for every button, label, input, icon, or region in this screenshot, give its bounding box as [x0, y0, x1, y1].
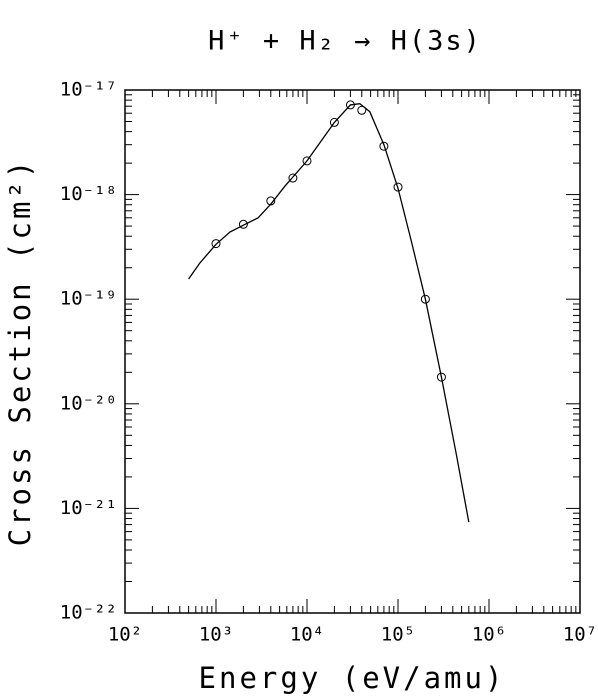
x-tick-label: 10⁷	[563, 624, 597, 646]
y-tick-label: 10⁻¹⁸	[60, 183, 117, 205]
y-tick-label: 10⁻¹⁹	[60, 288, 117, 310]
x-axis-label: Energy (eV/amu)	[199, 661, 506, 695]
x-tick-label: 10⁵	[381, 624, 415, 646]
fit-line	[188, 102, 470, 523]
data-point	[393, 182, 403, 192]
data-point	[302, 156, 312, 166]
data-point	[211, 239, 221, 249]
data-point	[420, 294, 430, 304]
data-point	[357, 105, 367, 115]
data-point	[379, 141, 389, 151]
y-tick-label: 10⁻²⁰	[60, 392, 117, 414]
plot-frame	[124, 89, 581, 614]
data-point	[238, 219, 248, 229]
y-tick-label: 10⁻¹⁷	[60, 79, 117, 101]
x-tick-label: 10⁴	[290, 624, 324, 646]
y-tick-label: 10⁻²²	[60, 602, 117, 624]
data-point	[288, 173, 298, 183]
data-point	[436, 372, 446, 382]
chart-title: H⁺ + H₂ → H(3s)	[208, 26, 482, 57]
x-tick-label: 10³	[199, 624, 233, 646]
y-tick-label: 10⁻²¹	[60, 497, 117, 519]
x-tick-label: 10²	[108, 624, 142, 646]
data-point	[329, 117, 339, 127]
y-axis-label: Cross Section (cm²)	[3, 158, 37, 547]
x-tick-label: 10⁶	[472, 624, 506, 646]
